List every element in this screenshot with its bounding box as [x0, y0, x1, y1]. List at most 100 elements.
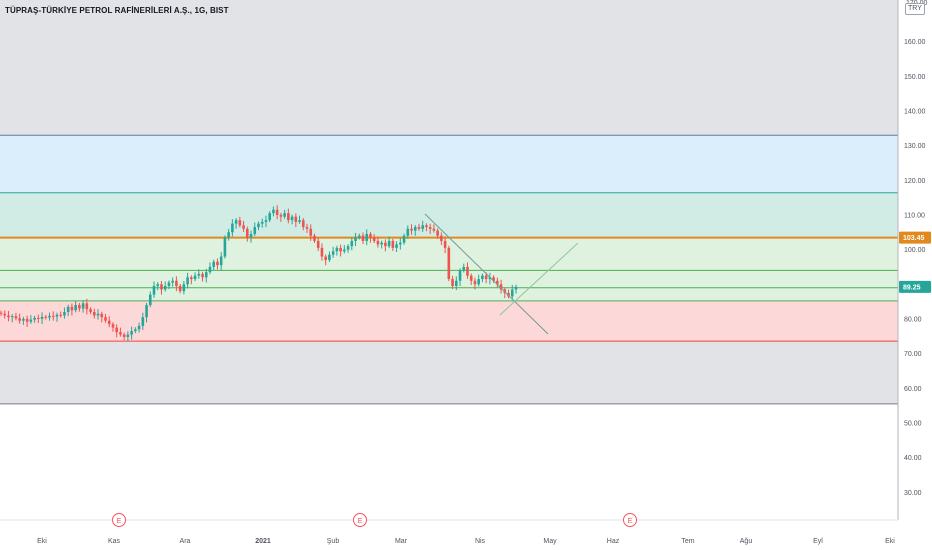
x-tick-label: Eki	[37, 538, 47, 545]
x-tick-label: May	[543, 538, 557, 545]
y-tick-label: 30.00	[904, 490, 922, 497]
candle	[126, 331, 130, 342]
candle	[190, 275, 193, 285]
candle	[357, 233, 361, 240]
candle	[257, 221, 260, 231]
candle	[134, 327, 137, 334]
candle	[48, 312, 51, 321]
candle	[514, 284, 518, 294]
candle	[249, 230, 253, 243]
candle	[447, 245, 451, 282]
candle	[331, 246, 335, 258]
candle	[264, 215, 268, 228]
candle	[473, 277, 477, 290]
candle	[510, 284, 514, 300]
candle	[74, 300, 77, 313]
candle	[145, 302, 148, 323]
candle	[391, 238, 395, 251]
candle	[309, 224, 313, 241]
candle	[466, 262, 469, 279]
candle	[55, 312, 59, 322]
candle	[81, 300, 85, 313]
candle	[481, 273, 484, 283]
candle	[413, 224, 417, 236]
earnings-event-icon[interactable]: E	[112, 513, 126, 527]
candle	[387, 236, 391, 249]
candle	[130, 326, 133, 340]
candle	[279, 212, 283, 222]
candle	[96, 309, 100, 320]
candle	[141, 312, 145, 331]
candle	[376, 236, 380, 248]
candle	[361, 232, 365, 245]
candle	[402, 233, 406, 245]
candle	[469, 273, 473, 285]
candle	[283, 209, 286, 219]
candle	[275, 205, 279, 220]
svg-text:89.25: 89.25	[903, 284, 921, 291]
x-tick-label: Eki	[885, 538, 895, 545]
earnings-event-icon[interactable]: E	[623, 513, 637, 527]
candle	[44, 314, 48, 320]
y-axis-panel[interactable]	[899, 0, 932, 550]
candle	[3, 310, 7, 319]
y-tick-label: 130.00	[904, 143, 926, 150]
fib-zone-1	[0, 135, 898, 193]
candle	[7, 310, 10, 322]
trend-line-up[interactable]	[499, 242, 579, 316]
candle	[219, 252, 223, 271]
candle	[343, 245, 346, 254]
candle	[178, 283, 182, 294]
candle	[100, 311, 104, 323]
candle	[70, 303, 74, 316]
candle	[384, 239, 387, 252]
price-tag: 103.45	[899, 231, 931, 244]
price-tags: 103.45 89.25	[899, 231, 931, 293]
candle	[301, 218, 305, 231]
fib-zone-0	[0, 0, 898, 136]
candle	[78, 302, 81, 312]
x-tick-label: Ara	[180, 538, 191, 545]
candle	[272, 206, 275, 217]
candle	[89, 307, 92, 315]
candle	[507, 289, 510, 299]
candle	[268, 211, 271, 223]
earnings-event-icon[interactable]: E	[353, 513, 367, 527]
candle	[63, 307, 66, 319]
candle	[223, 235, 227, 259]
candle	[454, 276, 458, 291]
candle	[10, 314, 14, 323]
candle	[186, 272, 189, 289]
candle	[216, 258, 219, 270]
y-tick-label: 160.00	[904, 39, 926, 46]
x-tick-label: Nis	[475, 538, 486, 545]
candle	[253, 222, 257, 237]
x-tick-label: Mar	[395, 538, 408, 545]
candle	[428, 223, 432, 234]
candle	[324, 254, 327, 266]
chart-title: TÜPRAŞ-TÜRKİYE PETROL RAFİNERİLERİ A.Ş.,…	[5, 6, 229, 15]
candle	[320, 243, 324, 261]
candle	[417, 223, 421, 231]
y-tick-label: 60.00	[904, 386, 922, 393]
x-tick-label: Şub	[327, 538, 340, 545]
candle	[238, 216, 242, 228]
candle	[104, 313, 107, 323]
candle	[290, 214, 294, 225]
fib-zone-2	[0, 192, 898, 238]
candle	[313, 233, 316, 244]
currency-badge[interactable]: TRY	[905, 3, 925, 15]
trend-line-down[interactable]	[424, 213, 549, 335]
candle	[234, 218, 238, 229]
candle	[40, 312, 44, 325]
candle	[163, 281, 167, 292]
candle	[152, 281, 156, 298]
candle	[201, 271, 204, 282]
candle	[260, 218, 264, 228]
x-tick-label: Tem	[681, 538, 694, 545]
candle	[242, 220, 245, 232]
candle	[119, 327, 122, 337]
candle	[148, 291, 152, 308]
